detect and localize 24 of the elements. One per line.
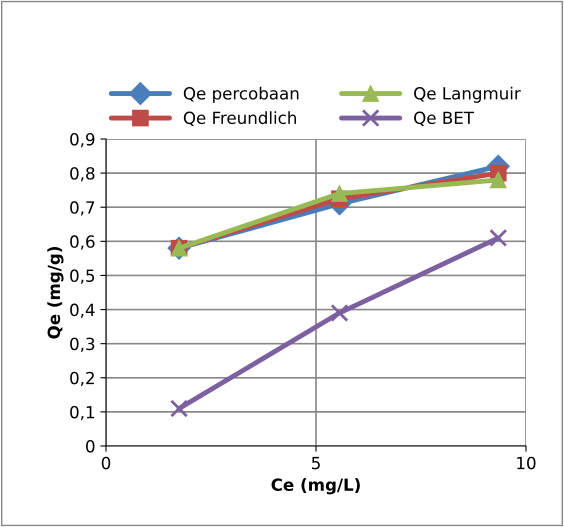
legend-label: Qe Freundlich [184, 111, 296, 126]
y-tick-label: 0,3 [70, 338, 94, 352]
point [330, 304, 349, 322]
y-tick-label: 0 [86, 440, 94, 453]
x-tick-label: 10 [517, 456, 536, 470]
y-tick-label: 0,2 [70, 372, 94, 386]
y-tick-label: 0,1 [70, 406, 94, 420]
x-tick-label: 5 [312, 456, 320, 470]
y-tick-label: 0,4 [70, 304, 95, 318]
point [490, 172, 507, 188]
point [331, 185, 348, 202]
x-axis-title: Ce (mg/L) [272, 478, 360, 494]
point [489, 228, 508, 247]
point [170, 399, 188, 418]
y-tick-label: 0,6 [70, 235, 95, 250]
y-tick-label: 0,5 [70, 269, 94, 284]
legend-label: Qe Langmuir [414, 86, 521, 103]
y-tick-label: 0,8 [70, 167, 94, 182]
y-axis-title: Qe (mg/g) [47, 247, 64, 339]
legend-label: Qe percobaan [184, 86, 298, 103]
legend-label: Qe BET [414, 111, 474, 126]
y-tick-label: 0,7 [70, 201, 94, 216]
y-tick-label: 0,9 [70, 132, 94, 148]
x-tick-label: 0 [102, 456, 110, 470]
